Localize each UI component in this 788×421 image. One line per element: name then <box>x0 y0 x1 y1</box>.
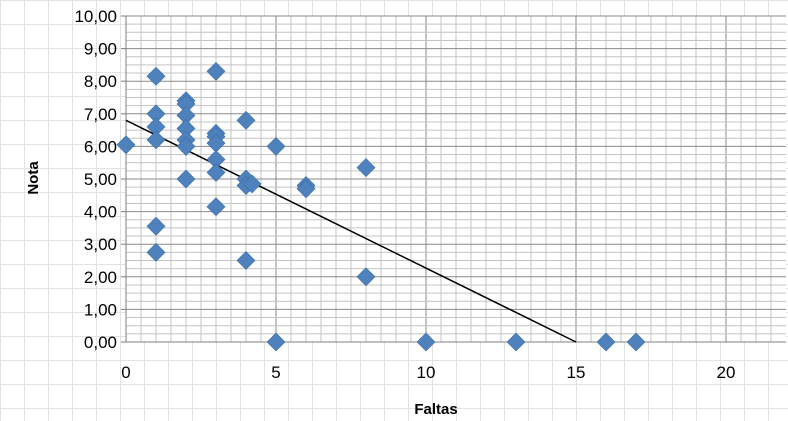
y-tick-label: 1,00 <box>84 300 117 319</box>
x-tick-label: 15 <box>567 363 586 382</box>
data-point <box>236 251 256 270</box>
y-tick-label: 7,00 <box>84 105 117 124</box>
x-tick-label: 5 <box>271 363 280 382</box>
data-point <box>146 66 166 86</box>
data-point <box>356 158 376 178</box>
x-tick-label: 20 <box>717 363 736 382</box>
data-point <box>116 135 136 155</box>
y-tick-label: 6,00 <box>84 137 117 156</box>
y-tick-label: 2,00 <box>84 268 117 287</box>
data-point <box>206 197 226 217</box>
y-tick-labels: 0,00 1,00 2,00 3,00 4,00 5,00 6,00 7,00 8,00 9,00… <box>74 7 117 352</box>
y-tick-label: 4,00 <box>84 203 117 222</box>
data-point <box>206 61 226 81</box>
y-tick-label: 10,00 <box>74 7 117 26</box>
x-tick-labels: 0 5 10 15 20 <box>121 363 735 382</box>
data-point <box>626 332 646 352</box>
x-tick-label: 0 <box>121 363 130 382</box>
gridlines <box>126 15 786 342</box>
y-tick-label: 0,00 <box>84 333 117 352</box>
data-point <box>146 242 166 262</box>
x-axis-title: Faltas <box>414 401 457 418</box>
data-point <box>236 110 256 130</box>
data-point <box>266 332 286 352</box>
data-points <box>116 61 646 352</box>
trendline <box>125 119 577 343</box>
trendline-line <box>125 119 577 343</box>
data-point <box>596 332 616 352</box>
y-tick-label: 8,00 <box>84 72 117 91</box>
data-point <box>176 136 196 156</box>
data-point <box>266 136 286 156</box>
data-point <box>416 332 436 352</box>
data-point <box>356 267 376 287</box>
x-tick-label: 10 <box>417 363 436 382</box>
data-point <box>296 179 316 199</box>
y-tick-label: 3,00 <box>84 235 117 254</box>
data-point <box>146 216 166 236</box>
data-point <box>242 174 262 194</box>
data-point <box>146 130 166 150</box>
data-point <box>176 169 196 189</box>
data-point <box>506 332 526 352</box>
y-axis-title: Nota <box>25 161 42 195</box>
y-tick-label: 9,00 <box>84 40 117 59</box>
y-tick-label: 5,00 <box>84 170 117 189</box>
data-point <box>206 163 226 182</box>
